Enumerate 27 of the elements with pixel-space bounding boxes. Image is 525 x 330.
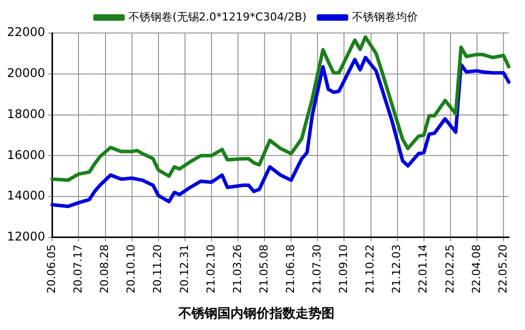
x-tick-label: 20.12.31 [178, 244, 191, 294]
y-tick-label: 18000 [6, 106, 46, 121]
legend-label: 不锈钢卷均价 [352, 10, 418, 24]
y-tick-label: 12000 [6, 230, 46, 244]
y-tick-label: 22000 [6, 25, 46, 40]
legend-label: 不锈钢卷(无锡2.0*1219*C304/2B) [128, 10, 306, 24]
x-tick-label: 21.05.08 [257, 244, 270, 294]
x-tick-label: 21.02.10 [204, 244, 218, 294]
x-tick-label: 20.06.05 [45, 244, 58, 294]
x-tick-label: 21.10.22 [364, 244, 377, 294]
x-tick-label: 20.10.10 [124, 244, 138, 294]
y-tick-label: 14000 [6, 188, 46, 203]
x-tick-label: 21.03.26 [230, 244, 244, 294]
x-tick-label: 21.09.10 [337, 244, 350, 294]
x-tick-label: 20.07.17 [72, 244, 85, 294]
x-tick-label: 22.05.20 [496, 244, 510, 294]
x-tick-label: 20.11.20 [151, 244, 164, 294]
y-tick-label: 16000 [6, 148, 46, 162]
x-tick-label: 21.12.03 [390, 244, 404, 294]
text: 不锈钢国内钢价指数走势图 [178, 306, 334, 322]
x-tick-label: 21.06.18 [284, 244, 297, 294]
x-tick-label: 21.07.30 [310, 244, 324, 294]
x-tick-label: 20.08.28 [98, 244, 112, 294]
y-tick-label: 20000 [6, 66, 46, 80]
x-tick-label: 22.04.08 [470, 244, 483, 294]
x-tick-label: 22.02.25 [443, 244, 456, 294]
x-tick-label: 22.01.14 [416, 244, 430, 294]
